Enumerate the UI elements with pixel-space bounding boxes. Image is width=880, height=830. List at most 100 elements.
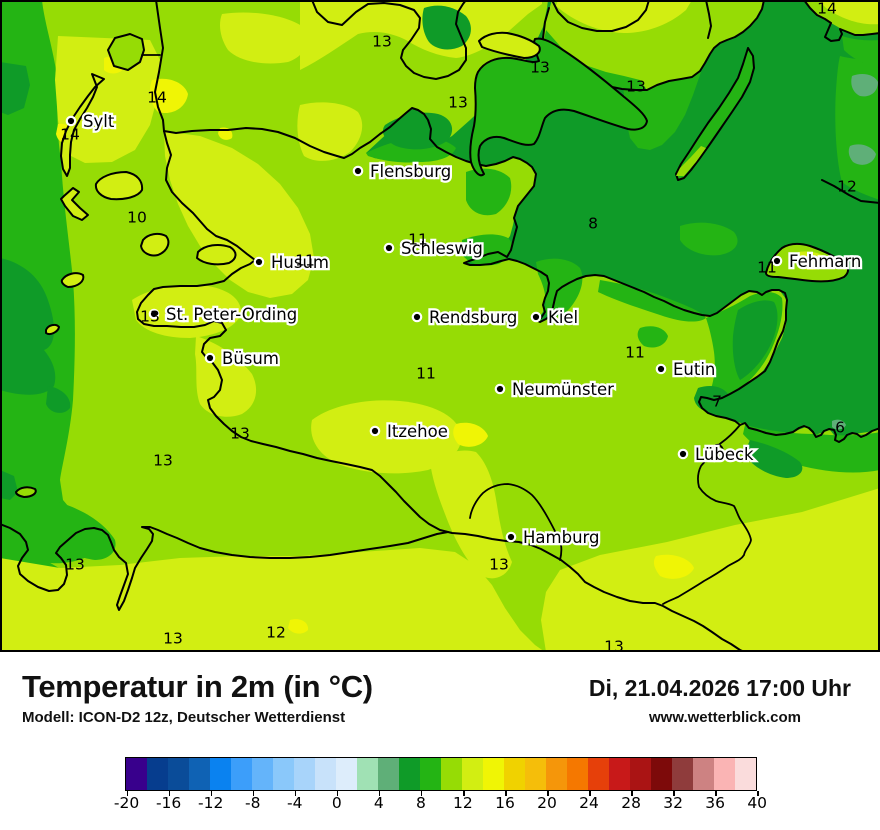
temp-value: 11 — [295, 252, 315, 270]
legend-band — [378, 758, 400, 790]
island-pellworm — [140, 232, 170, 257]
legend-tick — [462, 790, 465, 796]
city-name: Hamburg — [523, 528, 600, 547]
temperature-region — [453, 422, 488, 447]
temperature-region — [56, 502, 116, 560]
legend-tick — [547, 790, 549, 796]
legend-tick — [168, 790, 171, 796]
temp-value: 13 — [530, 59, 550, 77]
legend-tick-label: -16 — [155, 794, 182, 812]
coast-jutland-west — [154, 0, 165, 132]
island-langeland — [675, 47, 755, 181]
city-dot — [204, 352, 216, 364]
temp-value: 11 — [408, 231, 428, 249]
island-roemoe — [107, 33, 145, 71]
coast-west-elbe — [136, 130, 746, 652]
legend-band — [357, 758, 379, 790]
legend-tick — [504, 790, 507, 796]
city-Kiel: Kiel — [530, 306, 580, 329]
temp-value: 12 — [837, 178, 857, 196]
coast-lolland-north — [803, 0, 880, 42]
temperature-region — [680, 222, 738, 256]
legend-tick — [210, 790, 213, 796]
city-dot — [530, 311, 542, 323]
city-Schleswig: Schleswig — [383, 237, 485, 260]
temp-value: 11 — [757, 259, 777, 277]
temperature-region — [300, 0, 542, 70]
legend-tick-label: -8 — [244, 794, 261, 812]
city-Rendsburg: Rendsburg — [411, 306, 520, 329]
city-Flensburg: Flensburg — [352, 160, 453, 183]
city-name: Kiel — [548, 308, 578, 327]
city-name: St. Peter-Ording — [166, 305, 297, 324]
coast-denmark-east — [311, 0, 467, 80]
legend-band — [504, 758, 526, 790]
legend-tick-label: 0 — [331, 794, 342, 812]
city-dot — [411, 311, 423, 323]
temp-value: 13 — [448, 94, 468, 112]
temp-value: 14 — [147, 89, 167, 107]
legend-band — [672, 758, 694, 790]
temp-value: 13 — [489, 556, 509, 574]
legend-band — [315, 758, 337, 790]
temp-value: 13 — [163, 630, 183, 648]
temp-value: 13 — [140, 308, 160, 326]
color-scale — [125, 757, 758, 791]
legend-tick-label: 20 — [537, 794, 557, 812]
city-name: Sylt — [83, 112, 115, 131]
temperature-region — [848, 144, 876, 165]
island-foehr — [94, 171, 144, 201]
legend-band — [735, 758, 757, 790]
temp-value: 11 — [416, 365, 436, 383]
temp-value: 13 — [604, 638, 624, 653]
legend-tick — [631, 790, 633, 796]
valid-datetime: Di, 21.04.2026 17:00 Uhr — [588, 675, 851, 701]
legend-tick — [673, 790, 675, 796]
temperature-region — [382, 112, 453, 150]
legend-tick — [420, 790, 423, 796]
temp-value: 7 — [712, 393, 722, 411]
legend-band — [273, 758, 295, 790]
temp-value: 14 — [60, 126, 80, 144]
temperature-region — [732, 300, 778, 380]
temperature-region — [851, 74, 878, 97]
legend-band — [399, 758, 421, 790]
legend-band — [714, 758, 736, 790]
temperature-region — [676, 146, 706, 176]
temperature-region — [0, 548, 545, 652]
coast-baltic — [163, 107, 880, 443]
legend-band — [126, 758, 148, 790]
legend-band — [651, 758, 673, 790]
island-kegnaes — [478, 31, 541, 59]
legend-band — [420, 758, 442, 790]
city-name: Lübeck — [695, 445, 754, 464]
legend-tick-label: -12 — [198, 794, 224, 812]
city-markers: Sylt Flensburg Schleswig Husum St. Peter-Ord… — [65, 110, 864, 549]
legend-band — [189, 758, 211, 790]
legend-band — [483, 758, 505, 790]
legend-band — [525, 758, 547, 790]
legend-tick — [252, 790, 255, 796]
city-Sylt: Sylt — [65, 110, 117, 133]
island-helgoland — [45, 323, 60, 336]
legend-tick — [715, 790, 717, 796]
temperature-values: 13 13 13 13 14 12 14 14 10 11 8 11 13 11 11 11 7 6 13 13 13 1… — [60, 0, 857, 652]
legend-band — [168, 758, 190, 790]
legend-band — [441, 758, 463, 790]
temperature-region — [637, 326, 668, 348]
temperature-region — [150, 78, 188, 114]
temperature-region — [842, 36, 880, 68]
temperature-region — [462, 234, 513, 266]
legend-tick-label: 16 — [495, 794, 515, 812]
map-frame — [0, 0, 880, 652]
model-info: Modell: ICON-D2 12z, Deutscher Wetterdie… — [22, 709, 346, 726]
city-dot — [383, 242, 395, 254]
temp-value: 6 — [835, 419, 845, 437]
temperature-region — [0, 470, 18, 500]
city-Büsum: Büsum — [204, 347, 281, 370]
website: www.wetterblick.com — [649, 709, 801, 726]
temperature-region — [536, 258, 583, 317]
city-dot — [369, 425, 381, 437]
temperature-region — [653, 554, 694, 579]
temp-value: 8 — [588, 215, 598, 233]
